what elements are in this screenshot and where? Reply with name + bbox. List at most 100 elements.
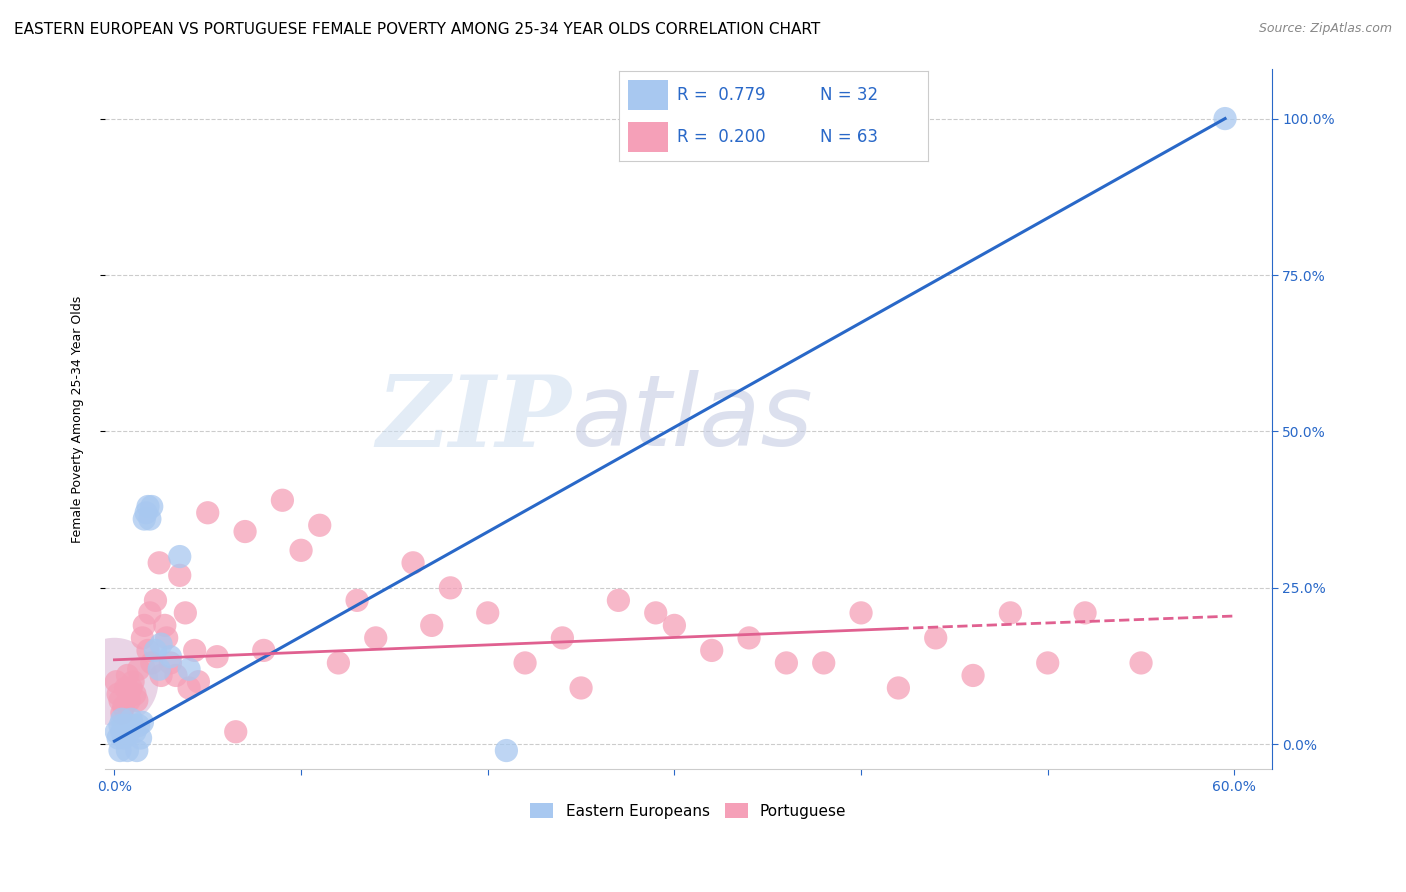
Point xyxy=(145,643,167,657)
Text: R =  0.779: R = 0.779 xyxy=(678,86,766,104)
Point xyxy=(114,681,136,695)
Point xyxy=(125,743,148,757)
Point xyxy=(887,681,910,695)
Text: Source: ZipAtlas.com: Source: ZipAtlas.com xyxy=(1258,22,1392,36)
Point xyxy=(962,668,984,682)
Point xyxy=(225,724,247,739)
Point xyxy=(145,593,167,607)
Legend: Eastern Europeans, Portuguese: Eastern Europeans, Portuguese xyxy=(524,797,852,825)
Text: ZIP: ZIP xyxy=(377,371,572,467)
Point xyxy=(112,731,135,745)
Point xyxy=(105,724,128,739)
Point xyxy=(153,618,176,632)
Point xyxy=(775,656,797,670)
Point xyxy=(111,724,134,739)
Point xyxy=(117,668,139,682)
Point xyxy=(1130,656,1153,670)
Point xyxy=(664,618,686,632)
Point xyxy=(103,674,125,689)
Point xyxy=(253,643,276,657)
Point xyxy=(738,631,761,645)
Point xyxy=(135,506,157,520)
Point xyxy=(141,656,163,670)
Point xyxy=(1074,606,1097,620)
Point xyxy=(128,662,150,676)
Point xyxy=(108,693,131,707)
Point xyxy=(700,643,723,657)
Point xyxy=(134,512,156,526)
Point xyxy=(607,593,630,607)
Point xyxy=(128,718,150,732)
Point xyxy=(131,715,153,730)
Point xyxy=(290,543,312,558)
Point xyxy=(148,556,170,570)
Point xyxy=(136,643,159,657)
Point xyxy=(107,731,129,745)
Point xyxy=(813,656,835,670)
Y-axis label: Female Poverty Among 25-34 Year Olds: Female Poverty Among 25-34 Year Olds xyxy=(72,295,84,542)
Point xyxy=(644,606,666,620)
Text: EASTERN EUROPEAN VS PORTUGUESE FEMALE POVERTY AMONG 25-34 YEAR OLDS CORRELATION : EASTERN EUROPEAN VS PORTUGUESE FEMALE PO… xyxy=(14,22,820,37)
Point xyxy=(925,631,948,645)
Point xyxy=(402,556,425,570)
Point xyxy=(183,643,205,657)
Point xyxy=(346,593,368,607)
Point xyxy=(308,518,330,533)
Point xyxy=(233,524,256,539)
Point xyxy=(169,568,191,582)
Point xyxy=(139,512,162,526)
Point xyxy=(271,493,294,508)
Point xyxy=(477,606,499,620)
Point xyxy=(122,718,145,732)
Point xyxy=(439,581,461,595)
Point xyxy=(120,681,142,695)
Point xyxy=(328,656,350,670)
Point xyxy=(129,731,152,745)
Point xyxy=(364,631,387,645)
Point xyxy=(117,718,139,732)
Point xyxy=(551,631,574,645)
Point xyxy=(420,618,443,632)
Point xyxy=(1000,606,1022,620)
Point xyxy=(148,662,170,676)
Point xyxy=(124,724,146,739)
Point xyxy=(120,712,142,726)
Point xyxy=(118,693,141,707)
Point xyxy=(124,687,146,701)
Point xyxy=(118,724,141,739)
Point xyxy=(495,743,517,757)
Point xyxy=(513,656,536,670)
Point xyxy=(131,631,153,645)
Point xyxy=(169,549,191,564)
Text: R =  0.200: R = 0.200 xyxy=(678,128,766,146)
Point xyxy=(141,500,163,514)
Point xyxy=(150,668,173,682)
Point xyxy=(159,656,181,670)
Point xyxy=(569,681,592,695)
Point xyxy=(114,724,136,739)
Point xyxy=(1036,656,1059,670)
Point xyxy=(125,693,148,707)
Bar xyxy=(628,122,668,152)
Point xyxy=(150,637,173,651)
Point xyxy=(156,631,179,645)
Point xyxy=(112,718,135,732)
Point xyxy=(134,618,156,632)
Point xyxy=(187,674,209,689)
Point xyxy=(111,706,134,720)
Text: N = 32: N = 32 xyxy=(820,86,877,104)
Point xyxy=(108,743,131,757)
Point xyxy=(177,662,200,676)
Point xyxy=(177,681,200,695)
Point xyxy=(849,606,872,620)
Point xyxy=(174,606,197,620)
Point xyxy=(117,743,139,757)
Text: atlas: atlas xyxy=(572,370,813,467)
Point xyxy=(112,699,135,714)
Point xyxy=(111,712,134,726)
Point xyxy=(105,674,128,689)
Point xyxy=(122,674,145,689)
Point xyxy=(139,606,162,620)
Point xyxy=(197,506,219,520)
Point xyxy=(1213,112,1236,126)
